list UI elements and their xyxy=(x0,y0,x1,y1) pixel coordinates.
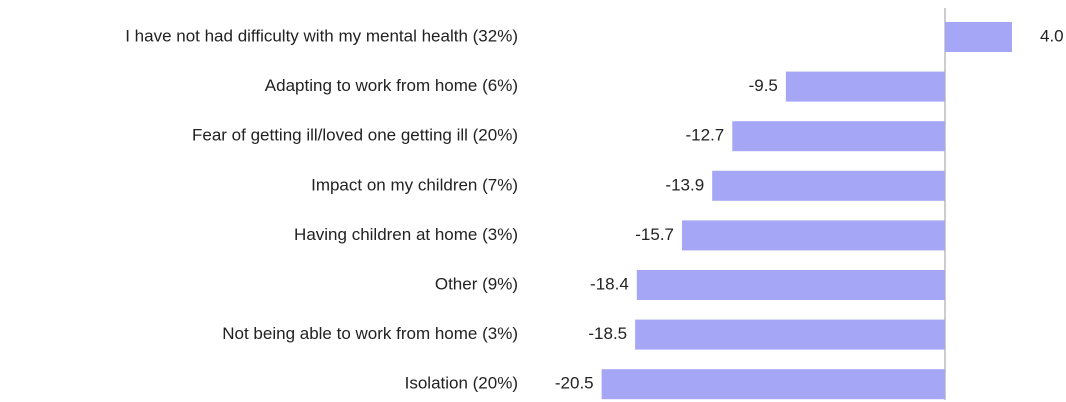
bar xyxy=(636,270,945,300)
value-label: -18.4 xyxy=(590,274,629,293)
value-label: -13.9 xyxy=(665,175,704,194)
bar xyxy=(635,319,945,350)
value-label: -18.5 xyxy=(588,324,627,343)
category-label: Fear of getting ill/loved one getting il… xyxy=(192,126,518,145)
value-label: -9.5 xyxy=(749,76,778,95)
value-label: 4.0 xyxy=(1040,26,1064,45)
category-label: Not being able to work from home (3%) xyxy=(222,324,518,343)
bar xyxy=(785,71,945,102)
category-label: Impact on my children (7%) xyxy=(311,175,518,194)
bar xyxy=(732,121,945,152)
value-label: -12.7 xyxy=(686,126,725,145)
bar xyxy=(682,220,945,251)
category-label: Adapting to work from home (6%) xyxy=(265,76,518,95)
category-label: Other (9%) xyxy=(435,274,518,293)
category-label: Isolation (20%) xyxy=(405,374,518,393)
category-label: Having children at home (3%) xyxy=(294,225,518,244)
bar xyxy=(601,369,945,400)
category-label: I have not had difficulty with my mental… xyxy=(125,26,518,45)
bar xyxy=(945,22,1012,52)
bar xyxy=(712,170,945,201)
value-label: -20.5 xyxy=(555,374,594,393)
value-label: -15.7 xyxy=(635,225,674,244)
